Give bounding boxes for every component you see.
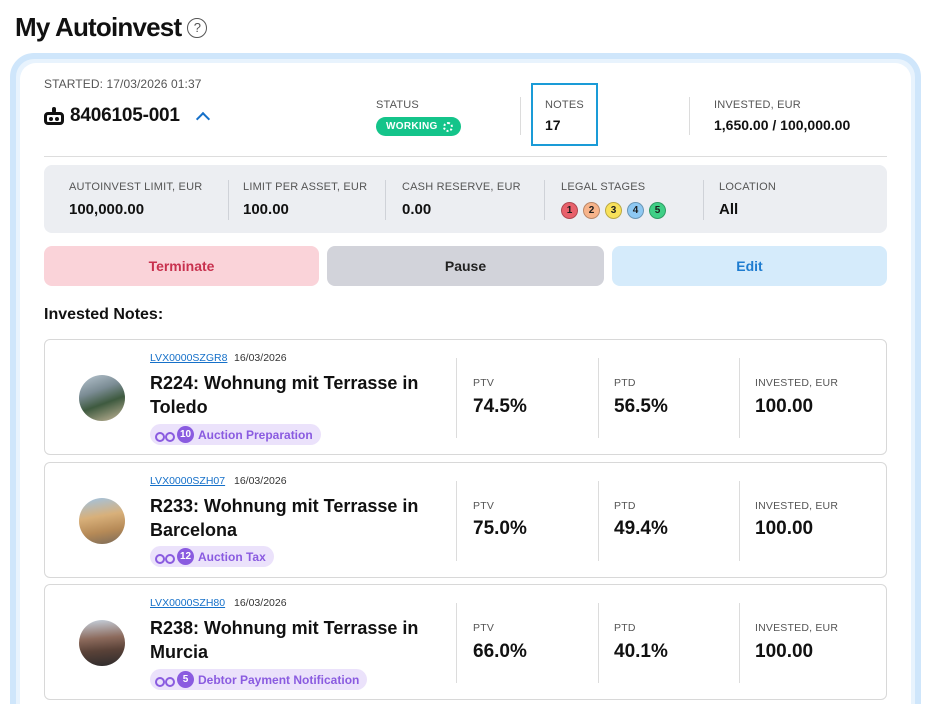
invested-label: INVESTED, EUR xyxy=(714,99,801,111)
stage-label: Debtor Payment Notification xyxy=(198,672,360,687)
note-card[interactable]: LVX0000SZH80 16/03/2026 R238: Wohnung mi… xyxy=(44,584,887,700)
note-date: 16/03/2026 xyxy=(234,475,287,487)
limit-per-asset-label: LIMIT PER ASSET, EUR xyxy=(243,181,368,193)
property-photo xyxy=(79,620,125,666)
limit-per-asset-value: 100.00 xyxy=(243,201,289,218)
stage-number: 5 xyxy=(177,671,194,688)
ptd-label: PTD xyxy=(614,622,636,634)
divider xyxy=(739,481,740,561)
stage-label: Auction Preparation xyxy=(198,427,313,442)
note-code-link[interactable]: LVX0000SZGR8 xyxy=(150,352,228,364)
note-card[interactable]: LVX0000SZGR8 16/03/2026 R224: Wohnung mi… xyxy=(44,339,887,455)
legal-stage-3: 3 xyxy=(605,202,622,219)
invested-label: INVESTED, EUR xyxy=(755,500,839,512)
legal-stage-pill: 10 Auction Preparation xyxy=(150,424,321,445)
chain-icon xyxy=(155,676,175,687)
help-icon[interactable]: ? xyxy=(187,17,208,38)
edit-button[interactable]: Edit xyxy=(612,246,887,286)
invested-value: 100.00 xyxy=(755,396,814,417)
divider xyxy=(598,358,599,438)
robot-icon xyxy=(44,107,64,125)
pause-button[interactable]: Pause xyxy=(327,246,604,286)
divider xyxy=(739,358,740,438)
notes-label: NOTES xyxy=(545,99,584,111)
property-photo xyxy=(79,375,125,421)
legal-stage-1: 1 xyxy=(561,202,578,219)
note-date: 16/03/2026 xyxy=(234,352,287,364)
notes-count: 17 xyxy=(545,117,561,133)
invested-label: INVESTED, EUR xyxy=(755,377,839,389)
autoinvest-limit-value: 100,000.00 xyxy=(69,201,145,218)
chain-icon xyxy=(155,553,175,564)
ptv-value: 74.5% xyxy=(473,396,527,417)
note-date: 16/03/2026 xyxy=(234,597,287,609)
status-badge: WORKING xyxy=(376,117,461,136)
divider xyxy=(456,603,457,683)
property-photo xyxy=(79,498,125,544)
legal-stage-2: 2 xyxy=(583,202,600,219)
autoinvest-limit-label: AUTOINVEST LIMIT, EUR xyxy=(69,181,203,193)
ptv-label: PTV xyxy=(473,377,495,389)
chain-icon xyxy=(155,431,175,442)
header-divider xyxy=(44,156,887,157)
note-title: R224: Wohnung mit Terrasse in Toledo xyxy=(150,373,419,417)
page-title: My Autoinvest ? xyxy=(15,12,208,43)
invested-notes-title: Invested Notes: xyxy=(44,306,164,323)
divider xyxy=(703,180,704,220)
divider xyxy=(598,481,599,561)
note-code-link[interactable]: LVX0000SZH07 xyxy=(150,475,226,487)
stage-number: 12 xyxy=(177,548,194,565)
invested-value: 100.00 xyxy=(755,641,814,662)
divider xyxy=(544,180,545,220)
divider xyxy=(228,180,229,220)
notes-highlight-box xyxy=(531,83,598,146)
divider xyxy=(689,97,690,135)
ptd-value: 49.4% xyxy=(614,518,668,539)
invested-value: 1,650.00 / 100,000.00 xyxy=(714,117,851,133)
terminate-button[interactable]: Terminate xyxy=(44,246,319,286)
ptv-value: 75.0% xyxy=(473,518,527,539)
started-timestamp: STARTED: 17/03/2026 01:37 xyxy=(44,77,202,91)
legal-stage-pill: 5 Debtor Payment Notification xyxy=(150,669,368,690)
divider xyxy=(739,603,740,683)
ptv-value: 66.0% xyxy=(473,641,527,662)
note-title: R238: Wohnung mit Terrasse in Murcia xyxy=(150,618,419,662)
invested-value: 100.00 xyxy=(755,518,814,539)
stage-number: 10 xyxy=(177,426,194,443)
chevron-up-icon[interactable] xyxy=(195,111,210,127)
ptd-value: 40.1% xyxy=(614,641,668,662)
legal-stages-label: LEGAL STAGES xyxy=(561,181,646,193)
ptv-label: PTV xyxy=(473,500,495,512)
ptd-label: PTD xyxy=(614,500,636,512)
cash-reserve-label: CASH RESERVE, EUR xyxy=(402,181,521,193)
divider xyxy=(598,603,599,683)
location-label: LOCATION xyxy=(719,181,777,193)
divider xyxy=(456,481,457,561)
note-code-link[interactable]: LVX0000SZH80 xyxy=(150,597,226,609)
legal-stage-5: 5 xyxy=(649,202,666,219)
legal-stage-4: 4 xyxy=(627,202,644,219)
ptd-label: PTD xyxy=(614,377,636,389)
divider xyxy=(520,97,521,135)
status-label: STATUS xyxy=(376,99,419,111)
divider xyxy=(456,358,457,438)
cash-reserve-value: 0.00 xyxy=(402,201,432,218)
gear-icon xyxy=(442,121,453,132)
legal-stage-pill: 12 Auction Tax xyxy=(150,546,274,567)
ptv-label: PTV xyxy=(473,622,495,634)
ptd-value: 56.5% xyxy=(614,396,668,417)
bot-id: 8406105-001 xyxy=(70,105,180,126)
stage-label: Auction Tax xyxy=(198,549,266,564)
invested-label: INVESTED, EUR xyxy=(755,622,839,634)
note-card[interactable]: LVX0000SZH07 16/03/2026 R233: Wohnung mi… xyxy=(44,462,887,578)
bot-header: 8406105-001 xyxy=(44,105,210,127)
divider xyxy=(385,180,386,220)
location-value: All xyxy=(719,201,739,218)
limits-panel xyxy=(44,165,887,233)
note-title: R233: Wohnung mit Terrasse in Barcelona xyxy=(150,496,419,540)
